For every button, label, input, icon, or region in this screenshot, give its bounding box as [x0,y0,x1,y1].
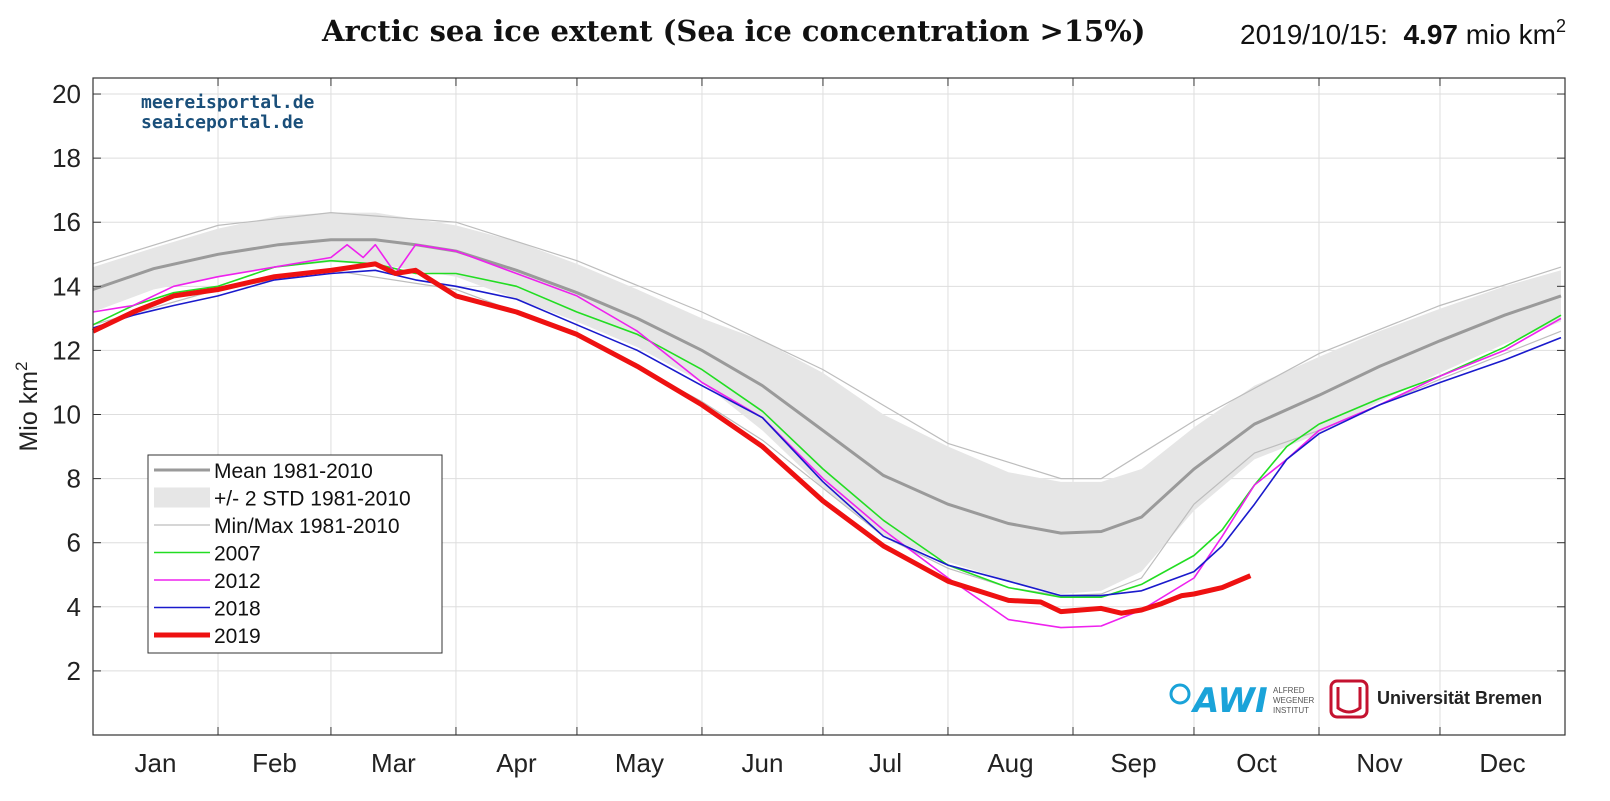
chart-title: Arctic sea ice extent (Sea ice concentra… [322,14,1146,48]
readout-unit: mio km [1465,19,1556,50]
y-axis-label: Mio km2 [12,361,43,451]
y-tick-label: 14 [52,271,81,301]
y-tick-label: 20 [52,79,81,109]
readout-date: 2019/10/15: [1240,19,1388,50]
awi-globe-icon [1169,683,1191,705]
x-tick-label: Mar [371,748,416,778]
watermark-text: seaiceportal.de [141,112,304,133]
legend-label: 2018 [214,598,261,621]
x-tick-label: Jun [741,748,783,778]
y-tick-label: 8 [67,464,81,494]
legend-label: Mean 1981-2010 [214,460,373,483]
y-tick-label: 6 [67,528,81,558]
bremen-logo-text: Universität Bremen [1377,688,1542,708]
x-tick-label: Nov [1356,748,1402,778]
series-line-2007 [92,259,1562,598]
awi-logo-text: AWI [1190,681,1268,721]
y-tick-label: 18 [52,143,81,173]
legend-label: 2019 [214,625,261,648]
x-tick-label: Sep [1110,748,1156,778]
plot-frame [92,77,1566,736]
legend-label: +/- 2 STD 1981-2010 [214,488,411,511]
awi-subtext: INSTITUT [1273,706,1309,715]
x-tick-label: Dec [1479,748,1525,778]
x-tick-label: May [615,748,664,778]
legend-label: Min/Max 1981-2010 [214,515,400,538]
x-tick-label: Jan [135,748,177,778]
max-line [92,211,1562,480]
awi-subtext: ALFRED [1273,686,1305,695]
y-tick-label: 12 [52,335,81,365]
bremen-seal-icon [1329,679,1369,719]
legend-label: 2012 [214,570,261,593]
y-tick-label: 4 [67,592,81,622]
watermark-text: meereisportal.de [141,92,315,113]
y-tick-label: 10 [52,400,81,430]
date-value-readout: 2019/10/15: 4.97 mio km2 [1240,16,1566,51]
legend-box [147,454,443,654]
min-line [92,269,1562,597]
x-tick-label: Oct [1236,748,1277,778]
readout-value: 4.97 [1403,19,1458,50]
std-band-area [93,212,1561,594]
y-tick-label: 16 [52,207,81,237]
x-tick-label: Jul [869,748,902,778]
series-line-2018 [92,269,1562,597]
legend-swatch [154,487,210,508]
awi-subtext: WEGENER [1273,696,1315,705]
y-tick-label: 2 [67,656,81,686]
bremen-seal-mark [1336,687,1362,714]
legend-label: 2007 [214,543,261,566]
readout-unit-exponent: 2 [1556,16,1567,36]
x-tick-label: Apr [496,748,537,778]
series-line-2019 [91,261,1252,616]
mean-line [92,238,1562,535]
x-tick-label: Aug [987,748,1033,778]
x-tick-label: Feb [252,748,297,778]
